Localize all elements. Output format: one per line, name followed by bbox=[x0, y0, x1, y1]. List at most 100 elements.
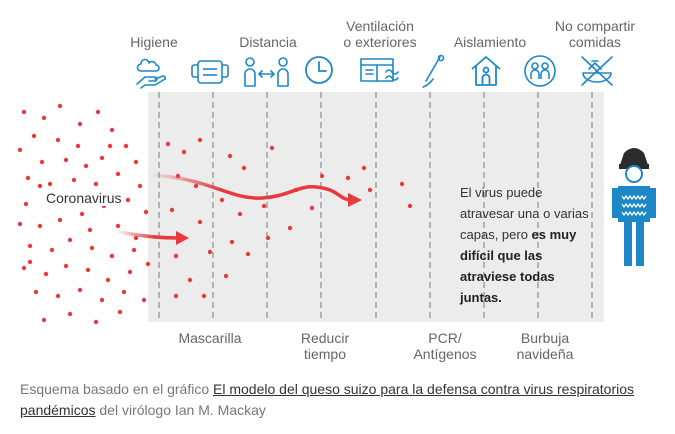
virus-particle bbox=[39, 159, 45, 165]
virus-particle bbox=[77, 287, 83, 293]
virus-particle bbox=[79, 211, 85, 217]
virus-particle bbox=[193, 183, 199, 189]
virus-particle bbox=[109, 127, 115, 133]
virus-particle bbox=[399, 181, 405, 187]
swab-test-icon bbox=[422, 54, 445, 88]
virus-particle bbox=[127, 269, 133, 275]
virus-particle bbox=[67, 311, 73, 317]
virus-particle bbox=[83, 163, 89, 169]
virus-particle bbox=[133, 235, 139, 241]
note-plain: El virus puede atravesar una o varias ca… bbox=[460, 185, 589, 242]
label-mascarilla: Mascarilla bbox=[178, 330, 242, 346]
virus-particle bbox=[67, 237, 73, 243]
virus-particle bbox=[187, 277, 193, 283]
virus-particle bbox=[55, 293, 61, 299]
virus-particle bbox=[173, 293, 179, 299]
bubble-people-icon bbox=[524, 55, 556, 87]
virus-particle bbox=[21, 109, 27, 115]
virus-particle bbox=[47, 181, 53, 187]
virus-particle bbox=[181, 149, 187, 155]
virus-particle bbox=[319, 173, 325, 179]
virus-particle bbox=[93, 319, 99, 325]
virus-particle bbox=[145, 261, 151, 267]
virus-particle bbox=[121, 289, 127, 295]
virus-particle bbox=[27, 243, 33, 249]
virus-particle bbox=[207, 249, 213, 255]
virus-particle bbox=[117, 309, 123, 315]
virus-particle bbox=[99, 155, 105, 161]
window-icon bbox=[360, 58, 399, 82]
virus-particle bbox=[345, 175, 351, 181]
virus-particles bbox=[17, 103, 413, 325]
virus-particle bbox=[57, 217, 63, 223]
virus-particle bbox=[123, 143, 129, 149]
virus-particle bbox=[27, 259, 33, 265]
virus-particle bbox=[241, 165, 247, 171]
virus-particle bbox=[237, 211, 243, 217]
virus-particle bbox=[41, 317, 47, 323]
label-burbuja-navidena: Burbuja navideña bbox=[516, 330, 574, 362]
caption-link[interactable]: El modelo del queso suizo para la defens… bbox=[20, 381, 635, 418]
virus-particle bbox=[219, 197, 225, 203]
virus-particle bbox=[37, 183, 43, 189]
figure-caption: Esquema basado en el gráfico El modelo d… bbox=[20, 379, 660, 421]
note-bold: es muy difícil que las atraviese todas j… bbox=[460, 227, 577, 305]
virus-particle bbox=[165, 141, 171, 147]
virus-particle bbox=[95, 109, 101, 115]
virus-particle bbox=[169, 207, 175, 213]
virus-particle bbox=[63, 157, 69, 163]
two-people-distance-icon bbox=[244, 57, 289, 87]
label-ventilacion: Ventilación o exteriores bbox=[343, 18, 417, 50]
virus-particle bbox=[105, 277, 111, 283]
virus-particle bbox=[173, 253, 179, 259]
virus-particle bbox=[197, 137, 203, 143]
label-pcr-antigenos: PCR/ Antígenos bbox=[413, 330, 477, 362]
virus-particle bbox=[125, 197, 131, 203]
virus-particle bbox=[201, 293, 207, 299]
virus-particle bbox=[137, 183, 143, 189]
virus-particle bbox=[87, 227, 93, 233]
virus-particle bbox=[261, 203, 267, 209]
explanation-note: El virus puede atravesar una o varias ca… bbox=[460, 182, 600, 308]
label-higiene: Higiene bbox=[130, 34, 178, 50]
virus-particle bbox=[89, 245, 95, 251]
virus-particle bbox=[31, 133, 37, 139]
virus-particle bbox=[143, 209, 149, 215]
arrowhead-short bbox=[176, 231, 189, 245]
transmission-arrow-long bbox=[148, 173, 354, 202]
virus-particle bbox=[23, 201, 29, 207]
diagram-canvas bbox=[17, 54, 656, 325]
virus-particle bbox=[57, 103, 63, 109]
virus-particle bbox=[55, 137, 61, 143]
virus-particle bbox=[17, 221, 23, 227]
arrowhead-long bbox=[348, 193, 362, 207]
no-shared-food-icon bbox=[581, 56, 613, 86]
virus-particle bbox=[49, 247, 55, 253]
virus-particle bbox=[115, 171, 121, 177]
label-reducir-tiempo: Reducir tiempo bbox=[300, 330, 350, 362]
virus-particle bbox=[131, 247, 137, 253]
virus-particle bbox=[109, 253, 115, 259]
virus-particle bbox=[115, 223, 121, 229]
coronavirus-label: Coronavirus bbox=[44, 190, 124, 206]
virus-particle bbox=[25, 175, 31, 181]
label-no-compartir: No compartir comidas bbox=[554, 18, 636, 50]
virus-particle bbox=[265, 235, 271, 241]
virus-particle bbox=[197, 219, 203, 225]
virus-particle bbox=[227, 153, 233, 159]
virus-particle bbox=[71, 177, 77, 183]
virus-particle bbox=[93, 181, 99, 187]
virus-particle bbox=[287, 225, 293, 231]
person-figure bbox=[612, 148, 656, 266]
virus-particle bbox=[43, 271, 49, 277]
virus-particle bbox=[85, 267, 91, 273]
virus-particle bbox=[33, 289, 39, 295]
virus-particle bbox=[367, 187, 373, 193]
virus-particle bbox=[361, 165, 367, 171]
virus-particle bbox=[99, 297, 105, 303]
virus-particle bbox=[107, 143, 113, 149]
virus-particle bbox=[309, 205, 315, 211]
label-aislamiento: Aislamiento bbox=[453, 34, 527, 50]
virus-particle bbox=[77, 121, 83, 127]
face-mask-icon bbox=[191, 60, 229, 84]
